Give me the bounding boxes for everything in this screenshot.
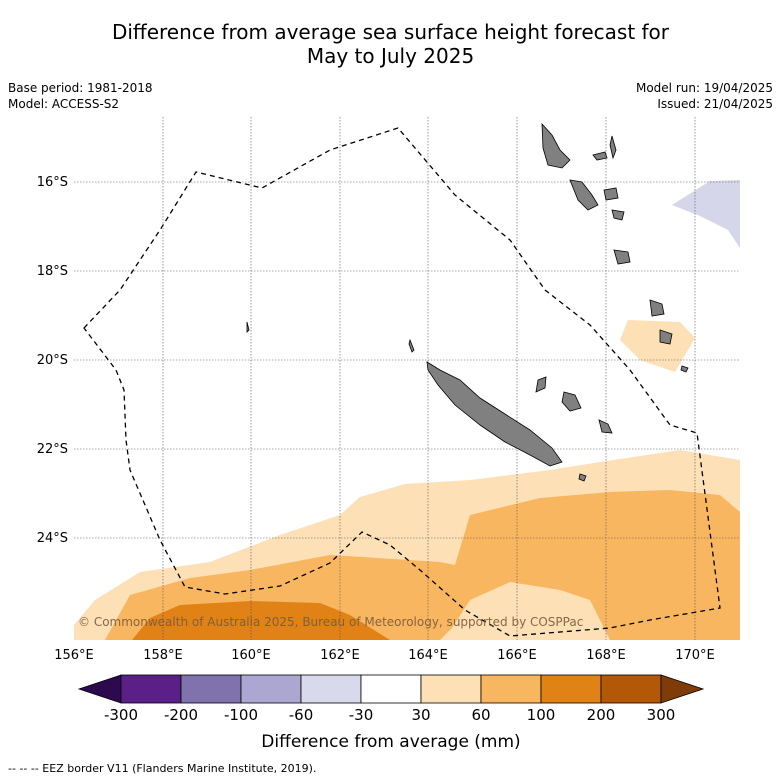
- anomaly-region-vanuatu-30-60: [620, 320, 695, 372]
- lat-tick-24s: 24°S: [37, 531, 68, 546]
- graticule: [74, 117, 740, 640]
- anomaly-region-100-200: [132, 601, 390, 640]
- vanuatu-maewo: [609, 135, 617, 160]
- lon-tick-160e: 160°E: [231, 648, 271, 663]
- colorbar-bin-1: [120, 674, 182, 704]
- lat-tick-18s: 18°S: [37, 264, 68, 279]
- lon-tick-166e: 166°E: [497, 648, 537, 663]
- lat-tick-16s: 16°S: [37, 175, 68, 190]
- vanuatu-ambae: [592, 151, 608, 161]
- lon-tick-158e: 158°E: [143, 648, 183, 663]
- map-title-line-1: Difference from average sea surface heig…: [111, 20, 670, 44]
- anomaly-region-negative-30: [672, 180, 740, 248]
- vanuatu-malakula: [569, 179, 599, 211]
- banks-island: [649, 299, 665, 317]
- base-period-label: Base period: 1981-2018: [8, 81, 153, 95]
- copyright-notice: © Commonwealth of Australia 2025, Bureau…: [78, 615, 583, 629]
- lon-tick-156e: 156°E: [54, 648, 94, 663]
- loyalty-island-2: [561, 391, 582, 412]
- vanuatu-epi: [611, 209, 625, 221]
- colorbar-bin-7: [480, 674, 542, 704]
- vanuatu-espiritu-santo: [541, 122, 571, 169]
- colorbar-label-minus-30: -30: [349, 706, 374, 724]
- map-title-line-2: May to July 2025: [306, 44, 475, 68]
- colorbar-extend-low: [77, 674, 122, 704]
- colorbar-bin-2: [180, 674, 242, 704]
- lat-tick-20s: 20°S: [37, 353, 68, 368]
- vanuatu-efate: [603, 187, 619, 201]
- issued-label: Issued: 21/04/2025: [657, 97, 773, 111]
- colorbar-label-60: 60: [471, 706, 490, 724]
- loyalty-island-1: [535, 376, 547, 393]
- tanna-island: [659, 329, 673, 345]
- colorbar-bin-8: [540, 674, 602, 704]
- model-run-label: Model run: 19/04/2025: [635, 81, 773, 95]
- colorbar-title: Difference from average (mm): [261, 732, 520, 752]
- lon-tick-164e: 164°E: [408, 648, 448, 663]
- colorbar-bin-9: [600, 674, 662, 704]
- small-island-south: [578, 473, 587, 482]
- lon-tick-170e: 170°E: [675, 648, 715, 663]
- lon-tick-168e: 168°E: [586, 648, 626, 663]
- map-plot-area: © Commonwealth of Australia 2025, Bureau…: [74, 117, 740, 640]
- colorbar-label-minus-300: -300: [104, 706, 138, 724]
- colorbar-extend-high: [660, 674, 705, 704]
- colorbar-label-100: 100: [527, 706, 556, 724]
- colorbar: [77, 674, 705, 704]
- colorbar-bin-4: [300, 674, 362, 704]
- model-label: Model: ACCESS-S2: [8, 97, 120, 111]
- colorbar-label-30: 30: [411, 706, 430, 724]
- colorbar-label-minus-200: -200: [164, 706, 198, 724]
- colorbar-bin-3: [240, 674, 302, 704]
- colorbar-bin-5: [360, 674, 422, 704]
- eez-border: [83, 127, 721, 637]
- lon-tick-162e: 162°E: [320, 648, 360, 663]
- loyalty-island-3: [598, 419, 613, 434]
- lat-tick-22s: 22°S: [37, 442, 68, 457]
- small-island-east: [680, 365, 689, 373]
- vanuatu-erromango: [613, 249, 631, 265]
- colorbar-bin-6: [420, 674, 482, 704]
- land-masses: [246, 122, 689, 482]
- new-caledonia-island: [426, 361, 563, 467]
- eez-border-legend: -- -- -- EEZ border V11 (Flanders Marine…: [8, 762, 317, 775]
- colorbar-label-200: 200: [587, 706, 616, 724]
- colorbar-label-300: 300: [647, 706, 676, 724]
- colorbar-label-minus-60: -60: [289, 706, 314, 724]
- colorbar-label-minus-100: -100: [224, 706, 258, 724]
- chesterfield-island: [246, 321, 250, 333]
- belep-island: [408, 338, 415, 353]
